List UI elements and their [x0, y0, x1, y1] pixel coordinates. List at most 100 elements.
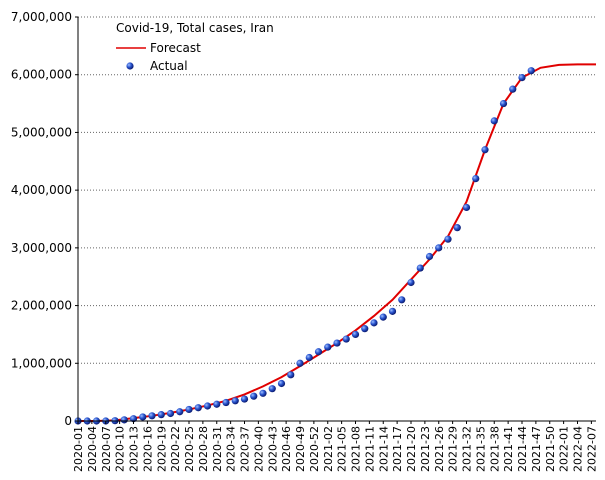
actual-point — [342, 335, 350, 343]
actual-point — [490, 117, 498, 125]
actual-point — [120, 416, 128, 424]
actual-point — [370, 319, 378, 327]
actual-point — [176, 408, 184, 416]
actual-point — [472, 175, 480, 183]
x-tick-label: 2021-38 — [488, 426, 501, 472]
y-tick-label: 7,000,000 — [11, 10, 72, 24]
x-tick-label: 2020-04 — [86, 426, 99, 472]
actual-point — [518, 74, 526, 82]
actual-point — [213, 400, 221, 408]
x-tick-label: 2020-07 — [100, 426, 113, 472]
x-tick-label: 2020-31 — [211, 426, 224, 472]
actual-point — [398, 296, 406, 304]
actual-point — [157, 411, 165, 419]
actual-point — [231, 397, 239, 405]
actual-point — [407, 278, 415, 287]
actual-point — [444, 235, 452, 243]
actual-point — [296, 359, 304, 367]
x-tick-label: 2021-08 — [350, 426, 363, 472]
actual-point — [499, 99, 508, 108]
x-tick-label: 2021-35 — [474, 426, 487, 472]
x-tick-label: 2020-22 — [169, 426, 182, 472]
x-tick-label: 2022-07 — [585, 426, 598, 472]
x-tick-label: 2021-14 — [377, 426, 390, 472]
actual-point — [333, 339, 341, 347]
x-tick-label: 2020-46 — [280, 426, 293, 472]
x-tick-label: 2020-43 — [266, 426, 279, 472]
y-tick-label: 6,000,000 — [11, 68, 72, 82]
actual-point — [453, 224, 461, 232]
actual-point — [203, 402, 212, 410]
actual-point — [425, 252, 434, 261]
x-tick-label: 2020-34 — [225, 426, 238, 472]
x-tick-label: 2021-20 — [405, 426, 418, 472]
legend: Forecast Actual — [116, 41, 201, 73]
x-tick-label: 2021-41 — [502, 426, 515, 472]
x-tick-label: 2021-23 — [419, 426, 432, 472]
x-tick-label: 2021-29 — [447, 426, 460, 472]
legend-label: Actual — [150, 59, 188, 73]
actual-point — [148, 412, 156, 420]
legend-swatch — [126, 62, 134, 70]
legend-title: Covid-19, Total cases, Iran — [116, 21, 274, 35]
x-tick-label: 2022-04 — [572, 426, 585, 472]
y-tick-label: 5,000,000 — [11, 125, 72, 139]
actual-point — [324, 343, 332, 351]
x-tick-label: 2020-37 — [239, 426, 252, 472]
x-tick-label: 2021-11 — [363, 426, 376, 472]
y-tick-label: 1,000,000 — [11, 356, 72, 370]
y-tick-label: 4,000,000 — [11, 183, 72, 197]
x-tick-label: 2022-01 — [558, 426, 571, 472]
actual-point — [139, 413, 147, 421]
x-tick-label: 2020-49 — [294, 426, 307, 472]
plot — [74, 63, 596, 425]
x-tick-label: 2020-10 — [114, 426, 127, 472]
actual-point — [527, 67, 535, 75]
actual-point — [259, 389, 267, 397]
x-tick-label: 2020-16 — [141, 426, 154, 472]
actual-point — [222, 398, 230, 407]
x-tick-label: 2020-01 — [72, 426, 85, 472]
actual-point — [509, 85, 517, 93]
x-tick-label: 2021-32 — [461, 426, 474, 472]
actual-point — [305, 353, 313, 362]
x-tick-label: 2021-02 — [322, 426, 335, 472]
x-tick-label: 2021-17 — [391, 426, 404, 472]
actual-point — [185, 405, 193, 414]
actual-point — [351, 330, 360, 339]
x-tick-label: 2021-50 — [544, 426, 557, 472]
y-tick-label: 0 — [64, 414, 72, 428]
actual-point — [277, 379, 286, 388]
x-tick-label: 2020-19 — [155, 426, 168, 472]
x-tick-label: 2021-26 — [433, 426, 446, 472]
actual-point — [129, 415, 138, 423]
forecast-line — [78, 63, 596, 422]
y-tick-label: 3,000,000 — [11, 241, 72, 255]
x-tick-label: 2020-28 — [197, 426, 210, 472]
legend-label: Forecast — [150, 41, 201, 55]
actual-point — [435, 244, 443, 252]
grid — [78, 16, 596, 364]
x-tick-label: 2020-40 — [252, 426, 265, 472]
actual-point — [361, 325, 369, 333]
actual-point — [287, 371, 295, 379]
x-tick-label: 2021-47 — [530, 426, 543, 472]
x-tick-label: 2020-25 — [183, 426, 196, 472]
actual-point — [194, 404, 202, 412]
x-tick-label: 2020-13 — [128, 426, 141, 472]
actual-point — [240, 395, 249, 403]
actual-point — [388, 307, 397, 315]
actual-point — [481, 146, 489, 154]
y-tick-label: 2,000,000 — [11, 299, 72, 313]
x-tick-label: 2020-52 — [308, 426, 321, 472]
actual-point — [379, 313, 387, 321]
x-tick-label: 2021-05 — [336, 426, 349, 472]
x-tick-label: 2021-44 — [516, 426, 529, 472]
actual-point — [250, 392, 258, 400]
actual-point — [462, 203, 471, 212]
actual-point — [166, 409, 175, 418]
actual-point — [314, 348, 323, 356]
actual-point — [268, 385, 276, 393]
actual-point — [416, 264, 424, 272]
